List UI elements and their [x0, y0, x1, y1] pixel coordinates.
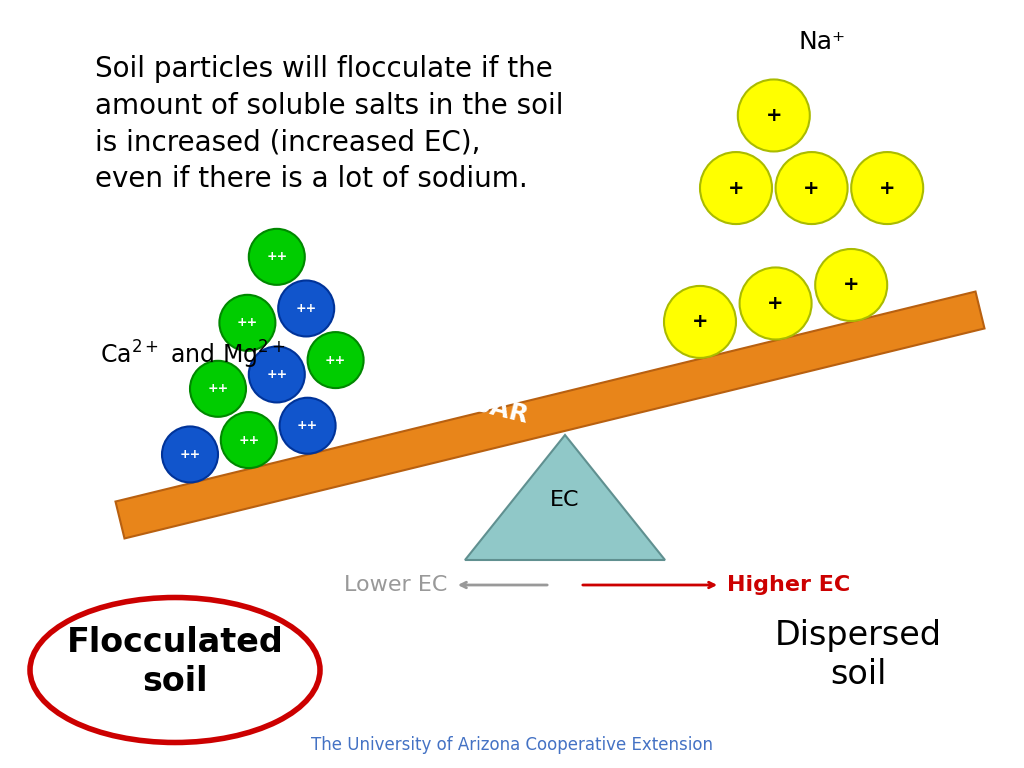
Polygon shape: [465, 435, 665, 560]
Text: ++: ++: [266, 368, 288, 381]
Text: EC: EC: [550, 490, 580, 510]
Text: +: +: [767, 294, 783, 313]
Circle shape: [249, 229, 305, 285]
Circle shape: [739, 267, 812, 339]
Text: Dispersed
soil: Dispersed soil: [774, 620, 941, 690]
Circle shape: [249, 346, 305, 402]
Text: Soil particles will flocculate if the
amount of soluble salts in the soil
is inc: Soil particles will flocculate if the am…: [95, 55, 563, 194]
Text: ++: ++: [208, 382, 228, 396]
Circle shape: [851, 152, 924, 224]
Text: Lower EC: Lower EC: [344, 575, 447, 595]
Circle shape: [815, 249, 887, 321]
Text: Flocculated
soil: Flocculated soil: [67, 627, 284, 697]
Text: Na⁺: Na⁺: [798, 31, 845, 55]
Text: ++: ++: [296, 302, 316, 315]
Text: ++: ++: [297, 419, 318, 432]
Circle shape: [190, 361, 246, 417]
Text: ++: ++: [266, 250, 288, 263]
Text: ++: ++: [237, 316, 258, 329]
Text: +: +: [728, 179, 744, 197]
Circle shape: [219, 295, 275, 351]
Circle shape: [738, 79, 810, 151]
Text: ++: ++: [179, 448, 201, 461]
Text: +: +: [804, 179, 820, 197]
Text: +: +: [879, 179, 895, 197]
Polygon shape: [116, 292, 984, 538]
Text: Higher EC: Higher EC: [727, 575, 850, 595]
Circle shape: [162, 426, 218, 482]
Text: ++: ++: [239, 434, 259, 446]
Text: +: +: [766, 106, 782, 125]
Text: +: +: [843, 276, 859, 294]
Text: ++: ++: [325, 353, 346, 366]
Circle shape: [307, 332, 364, 388]
Circle shape: [280, 398, 336, 454]
Circle shape: [279, 280, 334, 336]
Circle shape: [221, 412, 276, 468]
Text: Ca$^{2+}$ and Mg$^{2+}$: Ca$^{2+}$ and Mg$^{2+}$: [100, 339, 286, 371]
Text: SAR: SAR: [470, 392, 530, 429]
Circle shape: [700, 152, 772, 224]
Circle shape: [664, 286, 736, 358]
Text: +: +: [692, 313, 709, 332]
Text: The University of Arizona Cooperative Extension: The University of Arizona Cooperative Ex…: [311, 736, 713, 754]
Circle shape: [775, 152, 848, 224]
